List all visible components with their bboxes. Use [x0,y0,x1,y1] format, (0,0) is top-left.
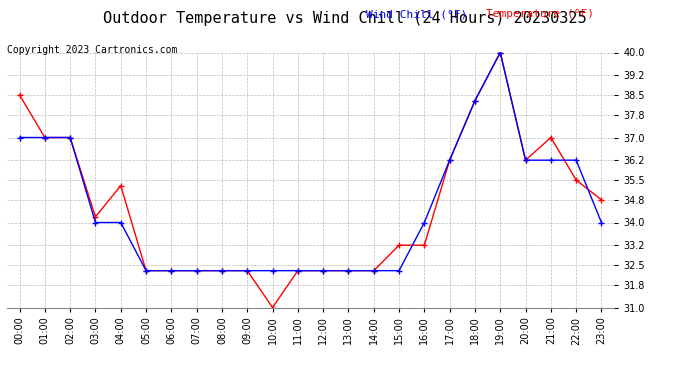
Text: Temperature (°F): Temperature (°F) [486,9,595,20]
Text: Copyright 2023 Cartronics.com: Copyright 2023 Cartronics.com [7,45,177,55]
Text: Outdoor Temperature vs Wind Chill (24 Hours) 20230325: Outdoor Temperature vs Wind Chill (24 Ho… [104,11,586,26]
Text: Wind Chill (°F): Wind Chill (°F) [366,9,480,20]
